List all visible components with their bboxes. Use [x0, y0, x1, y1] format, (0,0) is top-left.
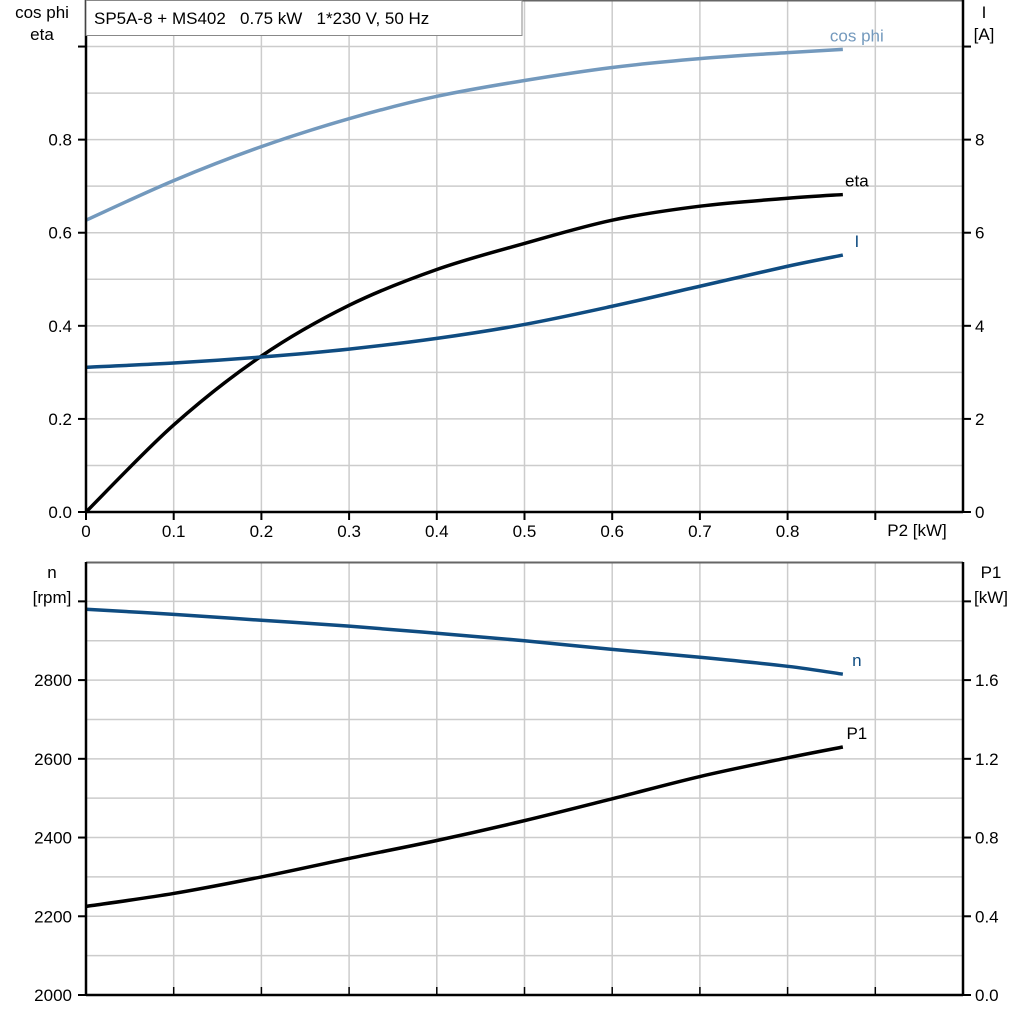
top-left-ylabel-2: eta [30, 25, 54, 44]
left-tick-label: 2400 [34, 829, 72, 848]
series-label-n: n [852, 651, 861, 670]
left-tick-label: 0.2 [48, 410, 72, 429]
x-tick-label: 0.2 [250, 522, 274, 541]
bottom-left-ylabel-2: [rpm] [33, 588, 72, 607]
right-tick-label: 4 [975, 317, 984, 336]
x-tick-label: 0.6 [600, 522, 624, 541]
right-tick-label: 2 [975, 410, 984, 429]
bottom-right-ylabel-2: [kW] [974, 588, 1008, 607]
bottom-left-ylabel-1: n [47, 563, 56, 582]
left-tick-label: 0.6 [48, 224, 72, 243]
left-tick-label: 2600 [34, 750, 72, 769]
x-tick-label: 0.3 [337, 522, 361, 541]
series-label-p1: P1 [846, 724, 867, 743]
right-tick-label: 0.4 [975, 907, 999, 926]
top-right-ylabel-1: I [982, 3, 987, 22]
chart-title: SP5A-8 + MS402 0.75 kW 1*230 V, 50 Hz [94, 9, 429, 28]
x-tick-label: 0.4 [425, 522, 449, 541]
left-tick-label: 2200 [34, 907, 72, 926]
x-tick-label: 0 [81, 522, 90, 541]
left-tick-label: 0.4 [48, 317, 72, 336]
right-tick-label: 8 [975, 131, 984, 150]
curve-cos-phi [85, 47, 843, 222]
right-tick-label: 6 [975, 224, 984, 243]
top-right-ylabel-2: [A] [974, 25, 995, 44]
x-tick-label: 0.5 [513, 522, 537, 541]
right-tick-label: 1.6 [975, 671, 999, 690]
left-tick-label: 0.0 [48, 503, 72, 522]
series-label-cos-phi: cos phi [830, 26, 884, 45]
bottom-right-ylabel-1: P1 [981, 563, 1002, 582]
bottom-grid [86, 562, 963, 995]
right-tick-label: 0.0 [975, 986, 999, 1005]
right-tick-label: 1.2 [975, 750, 999, 769]
axes [78, 0, 971, 997]
curve-i [85, 253, 844, 369]
right-tick-label: 0 [975, 503, 984, 522]
series-label-i: I [854, 232, 859, 251]
curves [84, 47, 844, 909]
x-tick-label: 0.7 [688, 522, 712, 541]
series-labels: cos phi eta In P1 [830, 26, 884, 743]
title-box [85, 0, 523, 36]
x-tick-label: 0.8 [776, 522, 800, 541]
top-left-ylabel-1: cos phi [15, 3, 69, 22]
curve-n [85, 607, 844, 676]
left-tick-label: 0.8 [48, 131, 72, 150]
curve-p1 [85, 745, 844, 909]
x-axis-label: P2 [kW] [887, 521, 947, 540]
left-tick-label: 2800 [34, 671, 72, 690]
tick-labels: 0.0 0.2 0.4 0.6 0.8 0 2 4 6 8 0 0.1 0.2 0.3 0.4 0.5 0.6 0… [34, 131, 998, 1005]
curve-eta [84, 192, 843, 514]
left-tick-label: 2000 [34, 986, 72, 1005]
x-tick-label: 0.1 [162, 522, 186, 541]
right-tick-label: 0.8 [975, 829, 999, 848]
series-label-eta: eta [845, 172, 869, 191]
